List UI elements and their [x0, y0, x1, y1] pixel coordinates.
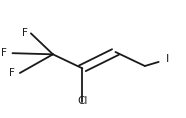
Text: I: I	[166, 54, 169, 64]
Text: F: F	[1, 48, 7, 58]
Text: F: F	[9, 68, 15, 78]
Text: Cl: Cl	[77, 96, 88, 106]
Text: F: F	[22, 28, 27, 38]
